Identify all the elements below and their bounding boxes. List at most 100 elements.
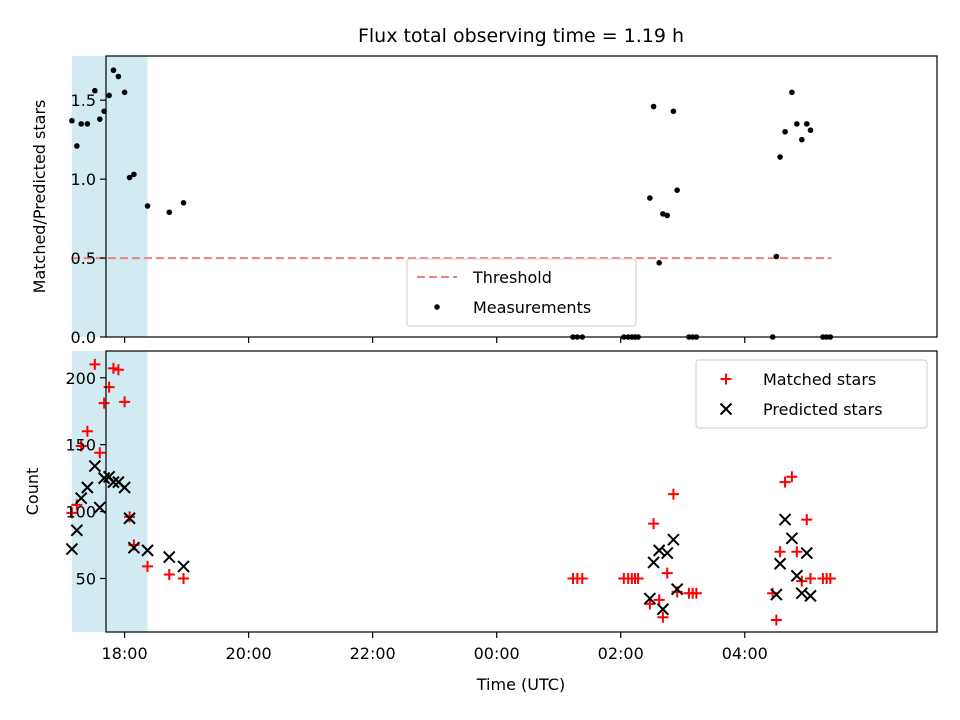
predicted-star-point [81, 481, 94, 494]
legend-measurements-swatch [434, 304, 440, 310]
measurement-point [92, 87, 98, 94]
legend-predicted-swatch [719, 402, 733, 416]
predicted-star-point [778, 513, 792, 526]
matched-star-point [661, 567, 673, 579]
x-tick-label: 22:00 [350, 644, 396, 663]
predicted-star-point [127, 541, 141, 554]
legend-box [406, 258, 637, 327]
y-tick-label: 150 [65, 436, 96, 455]
matched-star-point [119, 396, 131, 408]
y-tick-label: 0.0 [71, 328, 96, 347]
legend-predicted-label: Predicted stars [763, 400, 883, 419]
predicted-star-point [800, 546, 813, 560]
measurement-point [777, 154, 783, 160]
predicted-star-point [107, 475, 120, 489]
top-legend: Threshold Measurements [406, 258, 637, 327]
measurement-point [74, 143, 80, 149]
measurement-point [647, 195, 653, 201]
matched-star-point [824, 572, 836, 584]
x-tick-label: 04:00 [722, 644, 768, 663]
measurement-point [131, 171, 137, 178]
top-highlight-span [71, 56, 148, 337]
measurement-point [121, 89, 128, 96]
legend-box [695, 359, 928, 429]
measurement-point [110, 67, 117, 74]
predicted-star-point [770, 588, 783, 601]
matched-star-point [786, 471, 798, 483]
predicted-star-point [804, 589, 817, 603]
matched-star-point [94, 447, 106, 459]
top-x-ticks [124, 337, 746, 343]
predicted-star-point [141, 544, 154, 557]
legend-matched-swatch [720, 373, 732, 385]
matched-star-point [89, 358, 101, 370]
predicted-star-point [163, 550, 176, 564]
matched-star-point [178, 572, 190, 584]
x-tick-label: 02:00 [598, 644, 644, 663]
predicted-star-point [785, 532, 799, 545]
legend-threshold-label: Threshold [472, 268, 552, 287]
measurement-point [84, 121, 91, 127]
predicted-star-point [652, 544, 666, 557]
matched-star-point [779, 476, 791, 488]
y-tick-label: 1.0 [71, 170, 96, 189]
predicted-star-point [643, 592, 657, 605]
measurement-point [782, 128, 788, 135]
measurement-point [664, 212, 671, 219]
bottom-y-ticks: 50 100 150 200 [65, 369, 106, 588]
x-axis-label: Time (UTC) [476, 675, 565, 694]
y-tick-label: 50 [76, 569, 96, 588]
counts-panel: 50 100 150 200 18:00 20:00 22:00 00:00 02:00 04:… [23, 350, 938, 694]
predicted-star-point [790, 569, 804, 583]
matched-star-point [163, 568, 175, 580]
measurement-point [656, 260, 662, 266]
legend-measurements-label: Measurements [473, 298, 591, 317]
legend-matched-label: Matched stars [763, 370, 876, 389]
matched-star-point [774, 546, 786, 558]
measurement-point [144, 203, 151, 209]
top-y-axis-label: Matched/Predicted stars [30, 100, 49, 294]
measurement-point [78, 121, 84, 127]
bottom-legend: Matched stars Predicted stars [695, 359, 928, 429]
predicted-star-point [88, 459, 102, 473]
measurement-point [799, 136, 805, 143]
measurement-point [803, 121, 810, 127]
predicted-star-point [667, 533, 680, 546]
ratio-panel: 0.0 0.5 1.0 1.5 Matched/Predicted stars Thr… [30, 55, 938, 347]
top-y-ticks: 0.0 0.5 1.0 1.5 [71, 91, 106, 347]
measurement-point [69, 117, 75, 124]
measurement-point [115, 73, 122, 80]
y-tick-label: 0.5 [71, 249, 96, 268]
measurement-point [773, 253, 780, 260]
x-tick-label: 20:00 [226, 644, 272, 663]
matched-star-point [657, 611, 669, 623]
top-axes-frame [105, 55, 938, 338]
y-tick-label: 200 [65, 369, 96, 388]
measurement-point [126, 174, 133, 181]
matched-star-point [81, 425, 93, 437]
y-tick-label: 1.5 [71, 91, 96, 110]
predicted-star-point [773, 557, 787, 570]
matched-star-point [66, 507, 78, 519]
matched-star-point [791, 546, 803, 558]
matched-star-point [107, 362, 119, 374]
matched-star-point [576, 572, 588, 584]
y-tick-label: 100 [65, 503, 96, 522]
chart-title: Flux total observing time = 1.19 h [358, 25, 684, 47]
measurement-point [96, 116, 103, 122]
predicted-star-point [118, 481, 131, 494]
predicted-star-point [670, 582, 684, 596]
predicted-star-point [795, 586, 809, 600]
matched-star-point [75, 440, 87, 452]
predicted-star-point [74, 491, 88, 505]
matched-star-point [644, 598, 656, 610]
predicted-star-point [661, 546, 674, 560]
measurement-point [674, 187, 680, 193]
matched-star-point [112, 364, 124, 376]
predicted-star-point [647, 556, 660, 569]
predicted-star-point [656, 603, 670, 616]
matched-star-point [801, 514, 813, 526]
measurement-point [794, 121, 800, 127]
bottom-y-axis-label: Count [23, 468, 42, 516]
